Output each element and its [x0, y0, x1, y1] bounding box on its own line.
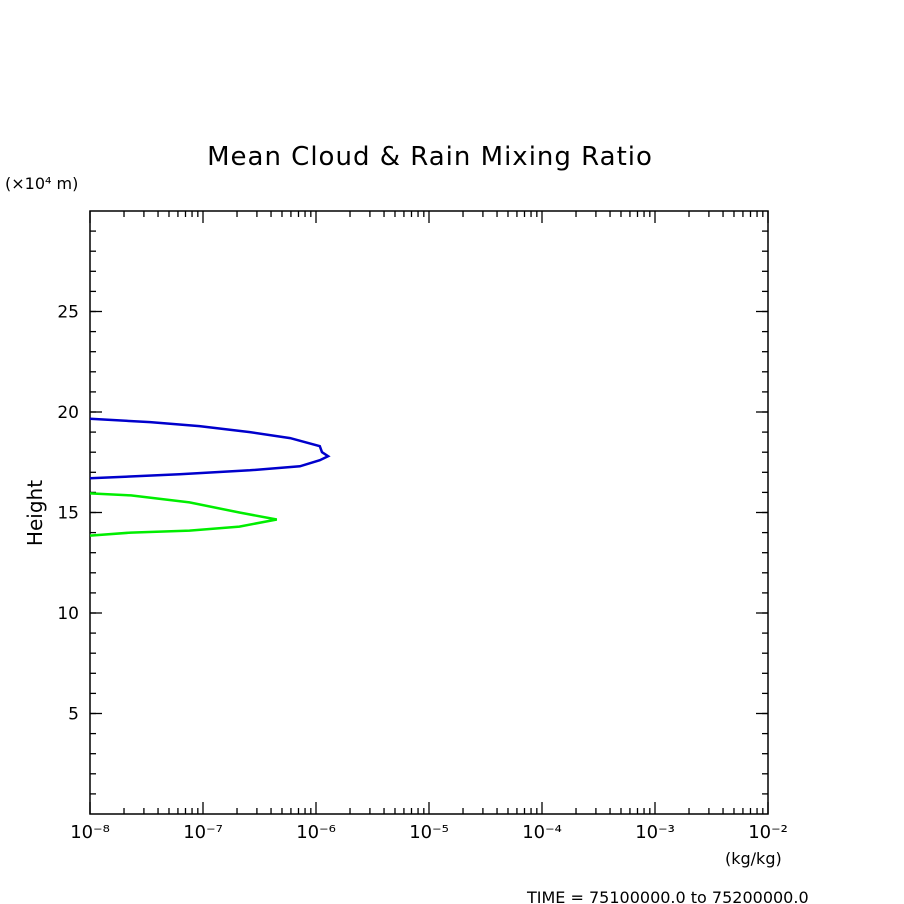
x-tick-label: 10⁻² [748, 822, 788, 843]
data-line [89, 417, 331, 480]
y-tick-label: 10 [57, 604, 79, 624]
x-tick-label: 10⁻⁸ [70, 822, 110, 843]
x-tick-label: 10⁻⁷ [183, 822, 223, 843]
x-tick-label: 10⁻⁶ [296, 822, 336, 843]
y-unit: (×10⁴ m) [5, 174, 78, 193]
x-tick-label: 10⁻³ [635, 822, 675, 843]
plot-frame [89, 210, 769, 815]
y-tick-label: 5 [68, 705, 79, 725]
y-tick-label: 15 [57, 504, 79, 524]
x-tick-label: 10⁻⁵ [409, 822, 449, 843]
footer: TIME = 75100000.0 to 75200000.0 [526, 888, 809, 904]
y-tick-label: 25 [57, 303, 79, 323]
chart-title: Mean Cloud & Rain Mixing Ratio [207, 142, 653, 172]
data-line [89, 492, 278, 537]
y-axis-label: Height [23, 480, 47, 546]
y-tick-label: 20 [57, 403, 79, 423]
x-tick-label: 10⁻⁴ [522, 822, 562, 843]
x-unit: (kg/kg) [725, 849, 782, 868]
